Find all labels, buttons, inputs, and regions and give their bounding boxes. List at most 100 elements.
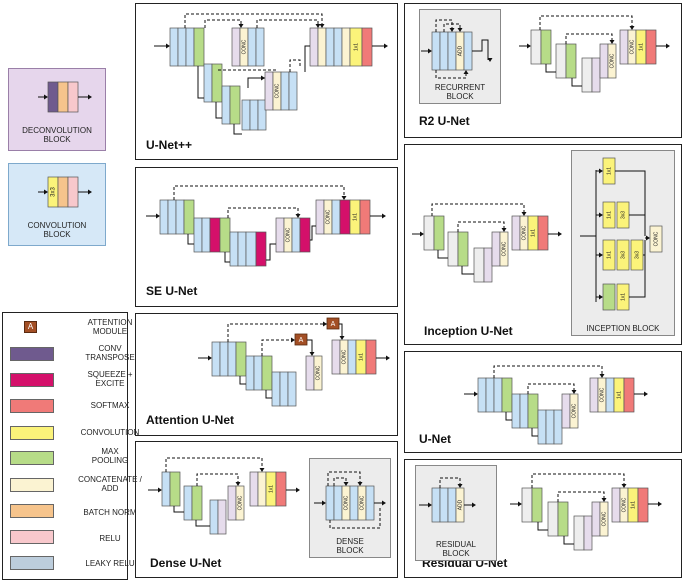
res-skip-1 [557, 491, 605, 502]
att-down-1 [265, 390, 272, 399]
dense-1x1: 1x1 [268, 485, 274, 493]
r2-enc-2 [581, 57, 593, 93]
inc-branch-in-2-head [599, 252, 603, 258]
unetpp-x11-deconv [264, 71, 274, 111]
unetpp-enc-0 [177, 27, 187, 67]
unetpp-x01-conv [255, 27, 265, 67]
title-unetpp: U-Net++ [146, 138, 193, 152]
att-skip-1 [261, 339, 295, 356]
legend-label-conv-transpose: CONV TRANSPOSE [85, 344, 135, 362]
unetpp-1x1: 1x1 [353, 43, 359, 51]
seunet-dec-0-conc: CONC [325, 209, 331, 224]
title-unet: U-Net [419, 432, 451, 446]
seunet-skip-1-head [295, 214, 301, 218]
att-output-head [386, 355, 390, 361]
inc-b4-label: 1x1 [620, 293, 626, 301]
dense-down-0 [173, 506, 184, 513]
res-skip-0 [531, 473, 625, 488]
dense-block-conc-a: CONC [343, 495, 349, 510]
seunet-dec-0-se [339, 199, 351, 235]
seunet-pool-0 [183, 199, 195, 235]
inc-b1-label: 1x1 [606, 167, 612, 175]
att-dec-0-conv [347, 339, 357, 375]
dense-skip-1-h [235, 482, 241, 486]
unet-enc-1 [519, 393, 529, 429]
dense-enc-2b [217, 499, 227, 535]
res-skip-0-h [621, 484, 627, 488]
title-dense: Dense U-Net [150, 556, 222, 570]
r2-block-in-head [428, 48, 432, 54]
dense-block-skip-1 [327, 471, 361, 486]
unet-skip-1 [527, 383, 575, 394]
inc-branch-in-3-head [599, 294, 603, 300]
dense-dec-1-conc: CONC [237, 495, 243, 510]
att-enc-0c [227, 341, 237, 377]
r2-skip-1-h [609, 40, 615, 44]
dense-down-1 [195, 520, 210, 527]
r2-block-conv [439, 31, 449, 71]
unet-dec-1-deconv [561, 393, 571, 429]
seunet-dec-1-conc: CONC [285, 227, 291, 242]
inception-block-label: INCEPTION BLOCK [586, 324, 660, 333]
inc-enc-1 [447, 231, 459, 267]
inc-dec-1-deconv [491, 231, 501, 267]
att-att-out-2 [339, 323, 343, 337]
legend-label-attention: ATTENTION MODULE [87, 318, 133, 336]
unetpp-skip-outer-head [319, 24, 325, 28]
unetpp-x01-deconv [231, 27, 241, 67]
res-1x1: 1x1 [630, 501, 636, 509]
inc-block-merge-head [646, 235, 650, 241]
unetpp-enc-0 [169, 27, 179, 67]
inc-dec-0-conc: CONC [521, 225, 527, 240]
unet-pool-1 [527, 393, 539, 429]
seunet-skip-0-head [341, 196, 347, 200]
att-skip-0-h [323, 321, 327, 327]
legend-swatch-batch-norm [10, 504, 54, 518]
unetpp-enc-3 [241, 99, 251, 131]
dense-block-out-head [382, 500, 386, 506]
res-enc-0 [521, 487, 533, 523]
unetpp-down-2 [233, 124, 242, 135]
inc-1x1: 1x1 [530, 229, 536, 237]
res-enc-2b [583, 515, 593, 551]
unet-output-head [644, 391, 648, 397]
r2-block-out-h [487, 58, 493, 62]
dense-dec-1-deconv [227, 485, 237, 521]
res-block-skip-h [457, 484, 463, 488]
title-r2unet: R2 U-Net [419, 114, 470, 128]
conv-3x3-label: 3x3 [51, 187, 57, 197]
inc-skip-1 [457, 221, 505, 232]
unet-enc-2 [553, 409, 563, 445]
r2-output-head [666, 43, 670, 49]
res-enc-2 [573, 515, 585, 551]
legend-label-batch-norm: BATCH NORM [83, 508, 137, 517]
inc-softmax [537, 215, 549, 251]
unetpp-x02-conv [333, 27, 343, 67]
r2-skip-0 [539, 15, 633, 30]
unetpp-x11-conc: CONC [274, 83, 280, 98]
title-inception: Inception U-Net [424, 324, 513, 338]
att-input-head [208, 355, 212, 361]
legend-swatch-leaky-relu [10, 556, 54, 570]
dense-output-head [296, 487, 300, 493]
unet-down-1 [531, 428, 538, 437]
att-skip-0 [227, 323, 327, 342]
res-down-1 [563, 536, 574, 545]
seunet-enc-2 [237, 231, 247, 267]
legend-swatch-squeeze-excite [10, 373, 54, 387]
unetpp-enc-0 [185, 27, 195, 67]
seunet-down-0 [187, 234, 194, 245]
dense-block-skip-1-h [357, 482, 363, 486]
dense-skip-0-h [259, 468, 265, 472]
deconvolution-block-label: DECONVOLUTION BLOCK [22, 126, 92, 144]
residual-block-label: RESIDUAL BLOCK [435, 540, 476, 558]
att-pool-1 [261, 355, 273, 391]
title-attention: Attention U-Net [146, 413, 234, 427]
unetpp-enc-1 [203, 63, 213, 103]
seunet-dec-0-deconv [315, 199, 325, 235]
unetpp-x02-concat [317, 27, 327, 67]
inc-b4-pool [602, 283, 616, 311]
inc-pool-0 [433, 215, 445, 251]
inc-enc-2b [483, 247, 493, 283]
